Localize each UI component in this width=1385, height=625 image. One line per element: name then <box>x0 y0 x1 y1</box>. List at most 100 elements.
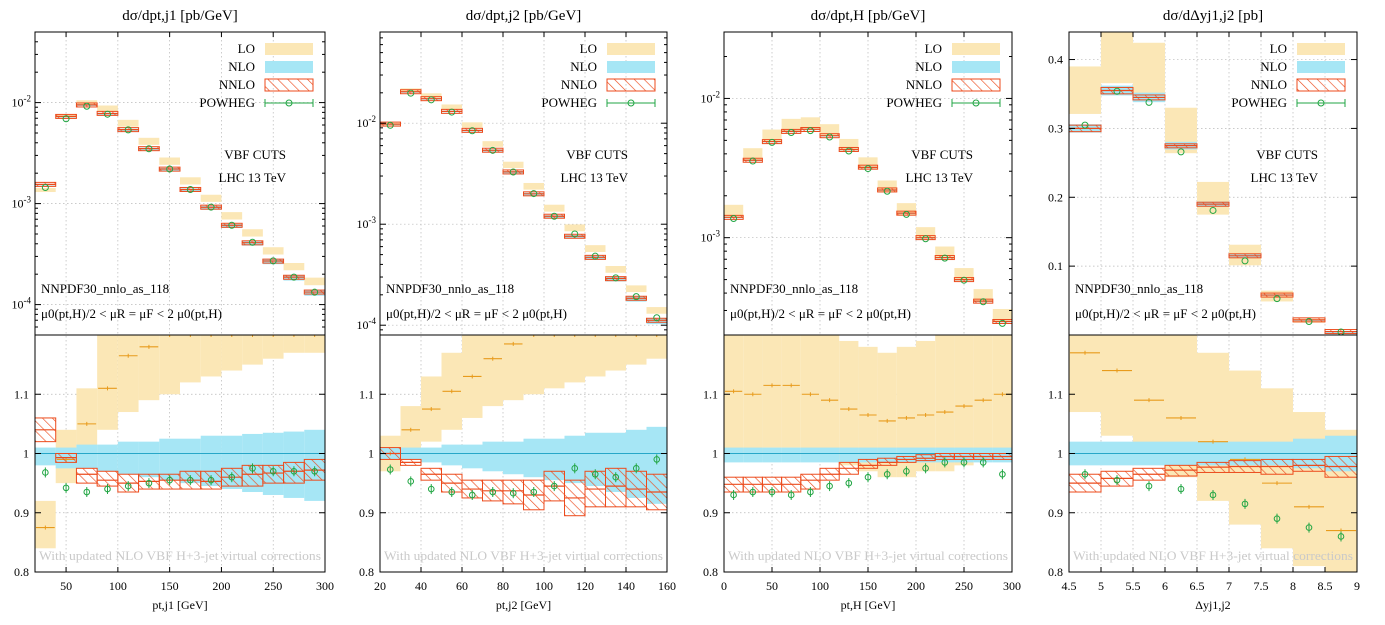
powheg-ratio-point <box>407 478 415 485</box>
x-tick-label: 50 <box>60 579 72 593</box>
powheg-point <box>1145 98 1153 106</box>
y-tick-label: 10-3 <box>357 215 377 231</box>
top-plot <box>380 88 667 325</box>
annotations: VBF CUTS LHC 13 TeV NNPDF30_nnlo_as_118 μ0(… <box>384 147 663 563</box>
nlo-ratio-band <box>781 447 801 463</box>
powheg-ratio-point <box>979 459 987 466</box>
powheg-ratio-point <box>249 465 256 472</box>
panel-title: dσ/dpt,H [pb/GeV] <box>811 8 926 24</box>
y-tick-label: 10-3 <box>701 229 721 245</box>
y-tick-label: 0.9 <box>1048 506 1063 520</box>
legend: LO NLO NNLO POWHEG <box>199 41 314 110</box>
y-tick-label: 0.8 <box>14 565 29 579</box>
x-tick-label: 120 <box>576 579 594 593</box>
nlo-ratio-band <box>544 438 565 481</box>
powheg-ratio-point <box>571 465 579 472</box>
legend-label-powheg: POWHEG <box>1231 95 1287 110</box>
ticks: 0 50 100 150 200 250 300 10-3 10-2 0.8 0.9 1 1.1 <box>701 31 1021 593</box>
lo-band <box>1101 32 1133 84</box>
legend-swatch-nnlo <box>606 78 656 92</box>
panel-title: dσ/dΔyj1,j2 [pb] <box>1163 8 1263 24</box>
lo-band <box>1069 66 1101 114</box>
lo-ratio-band <box>1069 335 1101 413</box>
lo-band <box>626 285 647 293</box>
lo-band <box>159 157 180 165</box>
powheg-point <box>864 165 872 173</box>
powheg-point <box>1241 257 1249 265</box>
x-tick-label: 40 <box>415 579 427 593</box>
powheg-point <box>186 185 194 193</box>
powheg-ratio-point <box>807 488 814 496</box>
x-tick-label: 6.5 <box>1190 579 1205 593</box>
lo-band <box>221 212 243 220</box>
powheg-ratio-point <box>591 470 599 478</box>
powheg-point <box>941 254 949 262</box>
lo-ratio-band <box>262 335 284 359</box>
legend: LO NLO NNLO POWHEG <box>1231 41 1346 110</box>
lo-ratio-band <box>1101 335 1133 436</box>
lo-ratio-band <box>117 335 139 413</box>
annotation-collider: LHC 13 TeV <box>219 170 287 185</box>
lo-band <box>304 277 325 286</box>
powheg-point <box>489 146 497 154</box>
powheg-ratio-point <box>550 482 558 490</box>
powheg-point <box>530 190 538 198</box>
legend-swatch-nnlo <box>1296 78 1346 92</box>
x-tick-label: 100 <box>109 579 127 593</box>
lo-ratio-band <box>605 335 626 371</box>
lo-ratio-band <box>503 335 524 401</box>
panel-title: dσ/dpt,j1 [pb/GeV] <box>122 8 238 24</box>
powheg-ratio-point <box>922 465 929 472</box>
x-tick-label: 6 <box>1162 579 1168 593</box>
lo-ratio-band <box>400 406 421 460</box>
nlo-ratio-band <box>839 447 859 463</box>
lo-band <box>138 137 160 145</box>
powheg-ratio-point <box>83 488 91 496</box>
y-tick-label: 10-4 <box>357 316 377 332</box>
annotation-collider: LHC 13 TeV <box>906 170 974 185</box>
nnlo-ratio-band <box>857 458 879 469</box>
legend-label-nnlo: NNLO <box>1251 77 1287 92</box>
powheg-ratio-point <box>632 465 640 472</box>
y-tick-label: 1.1 <box>1048 387 1063 401</box>
powheg-ratio-point <box>845 479 853 487</box>
powheg-ratio-point <box>612 473 620 481</box>
powheg-ratio-point <box>1273 515 1281 522</box>
annotation-pdf: NNPDF30_nnlo_as_118 <box>41 281 169 296</box>
y-tick-label: 0.9 <box>14 506 29 520</box>
powheg-ratio-point <box>903 467 910 475</box>
x-tick-label: 150 <box>859 579 877 593</box>
legend-swatch-lo <box>1297 43 1345 55</box>
powheg-ratio-point <box>269 467 277 475</box>
x-tick-label: 5 <box>1098 579 1104 593</box>
lo-band <box>482 141 503 147</box>
annotation-cuts: VBF CUTS <box>224 147 286 162</box>
y-tick-label: 10-2 <box>701 89 721 105</box>
x-tick-label: 50 <box>766 579 778 593</box>
y-tick-label: 0.9 <box>359 506 374 520</box>
x-tick-label: 60 <box>456 579 468 593</box>
x-tick-label: 0 <box>721 579 727 593</box>
panel-3: 0 50 100 150 200 250 300 10-3 10-2 0.8 0.9 1 1.1 dσ/d… <box>701 8 1022 612</box>
powheg-ratio-point <box>124 482 132 490</box>
x-tick-label: 7.5 <box>1254 579 1269 593</box>
powheg-point <box>653 314 661 322</box>
powheg-point <box>124 126 132 134</box>
powheg-point <box>806 127 814 135</box>
powheg-point <box>41 184 49 192</box>
lo-ratio-band <box>544 335 565 389</box>
panel-1: 50 100 150 200 250 300 10-4 10-3 10-2 0.8 0.9 1 1.1 d… <box>12 8 335 612</box>
nlo-ratio-band <box>858 447 878 463</box>
powheg-ratio-point <box>1177 485 1185 493</box>
lo-ratio-band <box>646 335 667 359</box>
powheg-point <box>207 203 215 211</box>
powheg-point <box>591 252 599 260</box>
annotation-note: With updated NLO VBF H+3-jet virtual cor… <box>384 548 663 563</box>
nnlo-ratio-band <box>800 473 821 490</box>
y-tick-label: 1 <box>23 447 29 461</box>
x-axis-label: Δyj1,j2 <box>1195 598 1230 612</box>
x-axis-label: pt,j2 [GeV] <box>496 598 551 612</box>
annotation-collider: LHC 13 TeV <box>561 170 629 185</box>
lo-ratio-band <box>973 335 993 460</box>
